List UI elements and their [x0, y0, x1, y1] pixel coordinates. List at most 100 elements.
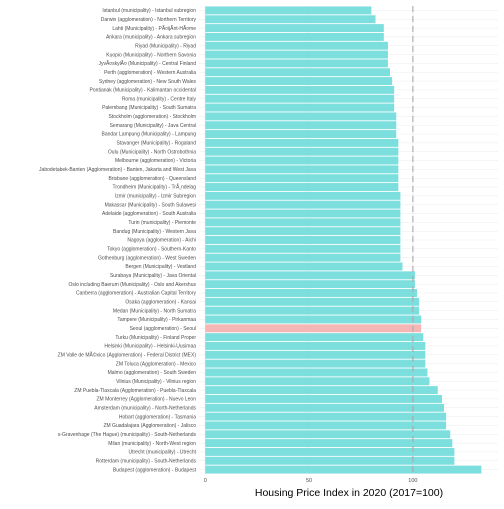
category-label: Medan (Municipality) - North Sumatra [113, 308, 196, 314]
bar [205, 85, 395, 94]
bar [205, 297, 420, 306]
bar [205, 377, 430, 386]
bar [205, 447, 455, 456]
category-label: Utrecht (municipality) - Utrecht [128, 450, 196, 456]
category-label: s-Gravenhage (The Hague) (municipality) … [58, 432, 197, 438]
category-label: Bandar Lampung (Municipality) - Lampung [102, 132, 197, 138]
bar [205, 394, 442, 403]
x-tick-label: 0 [204, 478, 207, 484]
category-label: Osaka (agglomeration) - Kansai [125, 300, 196, 306]
bar [205, 121, 397, 130]
bar [205, 183, 399, 191]
category-label: Amsterdam (municipality) - North-Netherl… [94, 405, 196, 411]
bar [205, 262, 403, 271]
category-label: ZM Toluca (Agglomeration) - Mexico [116, 361, 196, 367]
category-label: Oulu (Municipality) - North Ostrobothnia [108, 149, 196, 155]
bar [205, 191, 401, 200]
category-label: Makassar (Municipality) - South Sulawesi [105, 202, 196, 208]
bar [205, 112, 397, 121]
bar [205, 174, 399, 183]
category-label: Izmir (municipality) - Izmir Subregion [115, 194, 196, 200]
category-label: JyvÃ¤skylÃ¤ (Municipality) - Central Fin… [98, 60, 196, 67]
bar [205, 289, 418, 297]
category-label: Tokyo (agglomeration) - Southern-Kanto [107, 247, 196, 253]
bar [205, 430, 451, 439]
category-label: Riyad (Municipality) - Riyad [135, 43, 196, 49]
bar [205, 15, 376, 24]
category-label: Hobart (agglomeration) - Tasmania [119, 414, 196, 420]
category-label: Malmo (agglomeration) - South Sweden [108, 370, 197, 376]
category-label: Turin (municipality) - Piemonte [128, 220, 196, 226]
category-label: Surabaya (Municipality) - Java Oriental [110, 273, 196, 279]
bar [205, 271, 415, 280]
bar [205, 103, 395, 112]
category-label: Lahti (Municipality) - PÃ¤ijÃ¤t-HÃ¤me [112, 25, 196, 32]
x-tick-label: 100 [408, 478, 417, 484]
bar [205, 359, 426, 368]
bar [205, 280, 415, 289]
category-label: ZM Puebla-Tlaxcala (Agglomeration) - Pue… [74, 388, 196, 394]
x-tick-label-layer: 0 50 100 [204, 478, 418, 484]
bar [205, 32, 384, 41]
bar [205, 156, 399, 165]
bar [205, 350, 426, 359]
category-label: ZM Monterrey (Agglomeration) - Nuevo Leo… [97, 397, 197, 403]
bar [205, 236, 401, 244]
category-label: Bergen (Municipality) - Vestland [125, 264, 196, 270]
category-label: Helsinki (Municipality) - Helsinki-Uusim… [104, 344, 196, 350]
bar [205, 200, 401, 209]
category-label: Canberra (agglomeration) - Australian Ca… [76, 291, 196, 297]
bar [205, 227, 401, 236]
category-label: Semarang (Municipality) - Java Central [110, 123, 196, 129]
category-label: Stavanger (Municipality) - Rogaland [117, 141, 197, 147]
category-label: Turku (Municipality) - Finland Proper [115, 335, 196, 341]
bar [205, 439, 453, 448]
bar [205, 368, 428, 377]
bar [205, 306, 420, 315]
bar [205, 244, 401, 253]
category-label: Oslo including Baerum (Municipality) - O… [68, 282, 196, 288]
category-label: Jabodetabek-Banten (Agglomeration) - Ban… [39, 167, 196, 173]
category-label: Nagoya (agglomeration) - Aichi [127, 238, 196, 244]
bar [205, 138, 399, 147]
bar [205, 412, 447, 421]
category-label: ZM Valle de MÃ©xico (Agglomeration) - Fe… [58, 351, 197, 358]
category-label: Ankara (municipality) - Ankara subregion [106, 35, 196, 41]
bar [205, 315, 422, 324]
category-label: Palembang (Municipality) - South Sumatra [102, 105, 196, 111]
bar [205, 77, 393, 86]
bar [205, 465, 482, 474]
bar [205, 218, 401, 227]
category-label: Vilnius (Municipality) - Vilnius region [116, 379, 196, 385]
bar [205, 421, 447, 430]
bar [205, 253, 401, 262]
category-label: Darwin (agglomeration) - Northern Territ… [101, 17, 197, 23]
category-label-layer: Istanbul (municipality) - Istanbul subre… [39, 8, 197, 473]
bar [205, 41, 388, 50]
category-label: Milan (municipality) - North-West region [108, 441, 196, 447]
bar [205, 6, 372, 15]
category-label: Brisbane (agglomeration) - Queensland [108, 176, 196, 182]
category-label: Adelaide (agglomeration) - South Austral… [102, 211, 196, 217]
bar [205, 386, 438, 395]
x-axis-title: Housing Price Index in 2020 (2017=100) [255, 487, 443, 499]
bar [205, 456, 455, 465]
category-label: Roma (municipality) - Centre Italy [122, 96, 197, 102]
category-label: Sydney (agglomeration) - New South Wales [99, 79, 197, 85]
category-label: Bandug (Municipality) - Western Java [113, 229, 196, 235]
bar [205, 59, 388, 68]
category-label: Rotterdam (municipality) - South-Netherl… [96, 458, 197, 464]
bar [205, 209, 401, 218]
category-label: Budapest (agglomeration) - Budapest [113, 467, 197, 473]
bar [205, 24, 384, 33]
bar [205, 68, 391, 77]
category-label: Stockholm (agglomeration) - Stockholm [108, 114, 196, 120]
bar-highlighted [205, 324, 422, 333]
bar [205, 147, 399, 156]
category-label: Melbourne (agglomeration) - Victoria [115, 158, 196, 164]
bar [205, 50, 388, 59]
bar [205, 165, 399, 174]
bar [205, 341, 426, 350]
